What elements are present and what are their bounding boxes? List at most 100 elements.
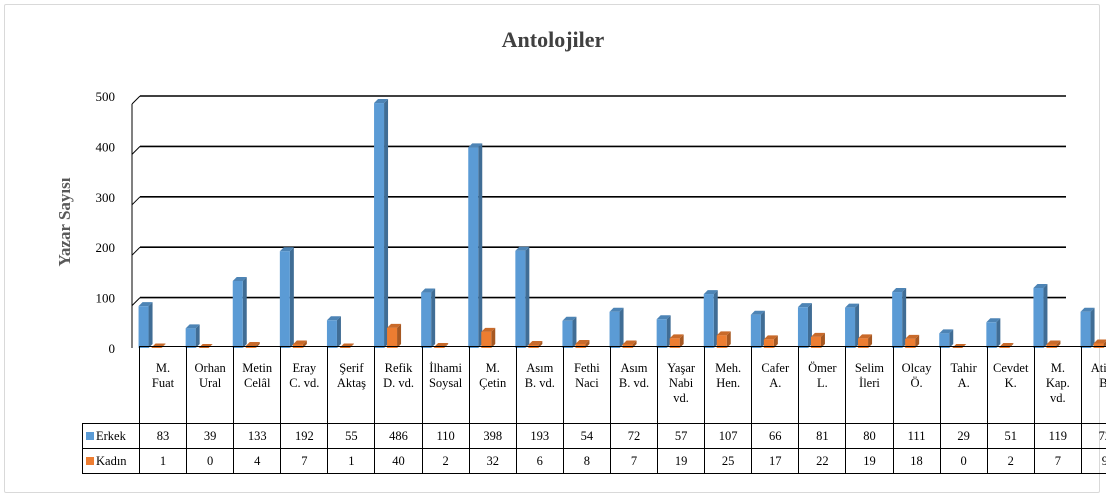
bar-front: [656, 319, 667, 348]
bar-side: [773, 335, 778, 348]
x-tick-label: M. Çetin: [468, 346, 517, 424]
x-tick-label: Asım B. vd.: [515, 346, 564, 424]
legend-label: Kadın: [96, 453, 127, 468]
x-tick-label-line: vd.: [1050, 391, 1066, 405]
x-tick-label: M. Kap. vd.: [1033, 346, 1082, 424]
bar-erkek-5: [374, 99, 389, 348]
bar-kadın-14: [810, 332, 825, 348]
data-label: 133: [233, 423, 282, 449]
y-tick-label: 500: [96, 89, 116, 104]
x-tick-label: Olcay Ö.: [892, 346, 941, 424]
bar-erkek-18: [986, 318, 1001, 348]
legend-entry: Kadın: [82, 448, 140, 474]
bar-kadın-13: [763, 335, 778, 348]
bar-top: [575, 339, 590, 344]
bar-top: [326, 316, 341, 321]
bar-front: [845, 307, 856, 348]
bar-top: [185, 324, 200, 329]
bar-erkek-3: [279, 247, 294, 348]
bar-erkek-2: [232, 276, 247, 348]
bar-side: [760, 310, 765, 348]
x-tick-label: Şerif Aktaş: [327, 346, 376, 424]
bar-side: [726, 331, 731, 348]
bar-top: [999, 342, 1014, 347]
y-tick-label: 400: [96, 139, 116, 154]
bar-side: [195, 324, 200, 348]
bar-side: [868, 334, 873, 348]
data-label: 51: [986, 423, 1035, 449]
legend-label: Erkek: [96, 428, 126, 443]
x-tick-label: İlhami Soysal: [421, 346, 470, 424]
bar-top: [245, 341, 260, 346]
bar-erkek-0: [138, 302, 153, 348]
bar-front: [669, 338, 680, 348]
data-label: 40: [374, 448, 423, 474]
bar-kadın-9: [575, 339, 590, 348]
x-tick-label-line: Şerif: [339, 361, 364, 375]
x-tick-label-line: Meh.: [715, 361, 742, 375]
bar-erkek-12: [703, 290, 718, 348]
bar-side: [289, 247, 294, 348]
x-tick-label: Refik D. vd.: [374, 346, 423, 424]
x-tick-label-line: B.: [1082, 376, 1106, 391]
bar-top: [669, 334, 684, 339]
bar-erkek-14: [797, 303, 812, 348]
x-tick-label-line: Fethi: [574, 361, 600, 375]
bar-side: [1090, 307, 1095, 348]
table-corner: [82, 346, 140, 424]
bar-top: [845, 303, 860, 308]
bar-top: [1093, 339, 1106, 344]
bar-erkek-8: [515, 246, 530, 348]
x-tick-label: Meh. Hen.: [704, 346, 753, 424]
bar-side: [679, 334, 684, 348]
data-label: 25: [704, 448, 753, 474]
bar-top: [562, 316, 577, 321]
x-tick-label-line: Refik: [384, 361, 413, 375]
x-tick-label-line: Asım: [620, 361, 648, 375]
bar-front: [716, 335, 727, 348]
bar-front: [939, 333, 950, 348]
data-label: 2: [421, 448, 470, 474]
gridline-depth: [131, 146, 141, 155]
y-tick-label: 300: [96, 190, 116, 205]
data-label: 57: [657, 423, 706, 449]
bar-erkek-1: [185, 324, 200, 348]
data-label: 8: [562, 448, 611, 474]
x-tick-label-line: B. vd.: [618, 376, 650, 390]
bar-top: [905, 334, 920, 339]
data-label: 7: [1033, 448, 1082, 474]
x-tick-label: Yaşar Nabi vd.: [657, 346, 706, 424]
data-label: 19: [657, 448, 706, 474]
bar-front: [575, 343, 586, 348]
x-tick-label: Cevdet K.: [986, 346, 1035, 424]
x-tick-label-line: Cafer: [761, 361, 790, 375]
bar-side: [807, 303, 812, 348]
bar-erkek-6: [421, 288, 436, 348]
bar-front: [562, 320, 573, 348]
legend-entry: Erkek: [82, 423, 140, 449]
bar-front: [797, 307, 808, 348]
bar-top: [515, 246, 530, 251]
x-tick-label-line: A.: [769, 376, 782, 390]
x-tick-label: M. Fuat: [138, 346, 188, 424]
x-tick-label: Asım B. vd.: [609, 346, 659, 424]
bar-top: [292, 340, 307, 345]
data-label: 1: [138, 448, 188, 474]
data-label: 17: [751, 448, 800, 474]
bar-side: [902, 288, 907, 348]
bar-kadın-12: [716, 331, 731, 348]
bar-front: [892, 292, 903, 348]
bar-front: [986, 322, 997, 348]
x-tick-label-line: K.: [1004, 376, 1017, 390]
x-tick-label-line: A.: [957, 376, 970, 390]
bar-top: [763, 335, 778, 340]
x-tick-label-line: C. vd.: [289, 376, 320, 390]
data-label: 486: [374, 423, 423, 449]
bar-front: [703, 294, 714, 348]
x-tick-label-line: M.: [1050, 361, 1065, 375]
bar-front: [750, 314, 761, 348]
legend-swatch: [86, 431, 94, 440]
bar-side: [397, 323, 402, 348]
data-label: 7: [280, 448, 329, 474]
x-tick-label-line: Asım: [526, 361, 554, 375]
